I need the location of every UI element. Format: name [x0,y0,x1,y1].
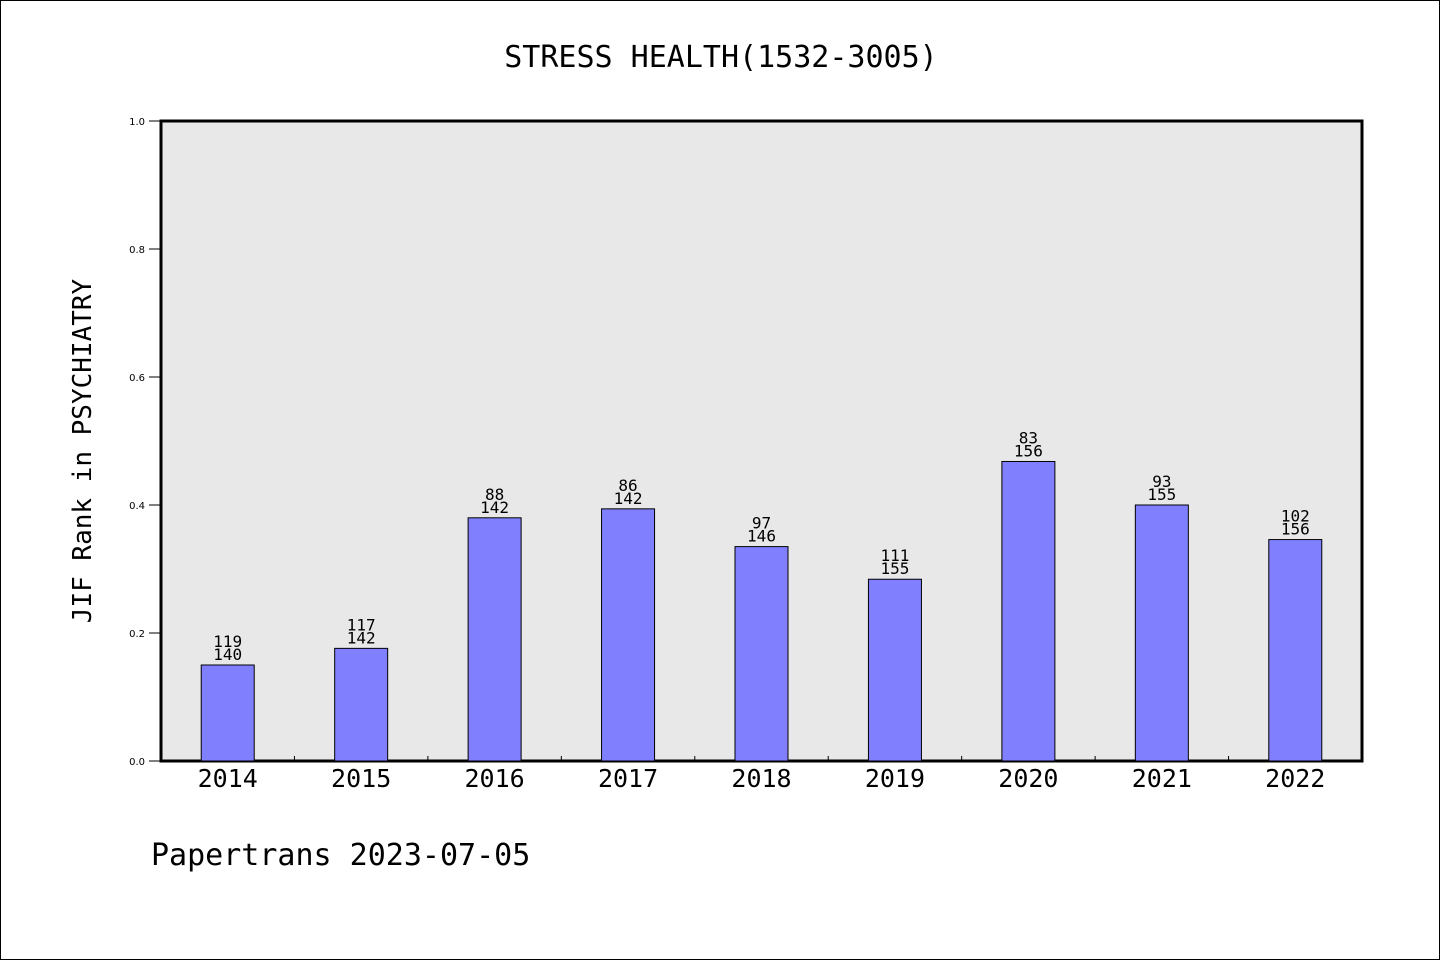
bar-total-label: 142 [347,628,376,647]
bar-rank-label: 88 [485,485,504,504]
x-tick-label: 2016 [465,764,525,793]
y-tick-label: 1.0 [129,117,145,128]
bar-2016 [467,517,522,762]
bar-2015 [334,647,389,762]
footer-date-stamp: Papertrans 2023-07-05 [151,838,530,873]
bar-rank-label: 117 [347,615,376,634]
x-tick-label: 2014 [198,764,258,793]
bar-total-label: 142 [480,498,509,517]
x-tick-label: 2020 [998,764,1058,793]
bar-2020 [1001,460,1056,762]
bar-2018 [734,546,789,762]
bar-rank-label: 119 [213,632,242,651]
bar-total-label: 140 [213,645,242,664]
bar-rank-label: 83 [1019,428,1038,447]
x-axis-ticks: 2014 2015 2016 2017 2018 2019 2020 2021 2022 [198,756,1325,793]
x-tick-label: 2019 [865,764,925,793]
bar-rank-label: 93 [1152,472,1171,491]
bar-rank-label: 111 [880,546,909,565]
y-axis-ticks: 0.0 0.2 0.4 0.6 0.8 1.0 [129,117,161,768]
x-tick-label: 2017 [598,764,658,793]
bar-rank-label: 86 [618,476,637,495]
bar-total-label: 146 [747,527,776,546]
y-tick-label: 0.4 [129,501,145,512]
y-tick-label: 0.0 [129,757,145,768]
y-axis-label: JIF Rank in PSYCHIATRY [68,278,98,623]
chart-title: STRESS HEALTH(1532-3005) [504,40,937,75]
y-tick-label: 0.8 [129,245,145,256]
bar-total-label: 156 [1014,441,1043,460]
bar-rank-label: 97 [752,514,771,533]
bar-2019 [867,578,922,762]
bar-total-label: 142 [614,489,643,508]
bar-total-label: 155 [880,559,909,578]
bar-rank-label: 102 [1281,507,1310,526]
y-tick-label: 0.6 [129,373,145,384]
bar-series [200,460,1323,762]
y-tick-label: 0.2 [129,629,145,640]
bar-total-label: 156 [1281,520,1310,539]
bar-total-label: 155 [1147,485,1176,504]
bar-2021 [1134,504,1189,762]
x-tick-label: 2021 [1132,764,1192,793]
x-tick-label: 2015 [331,764,391,793]
bar-2014 [200,664,255,762]
bar-data-labels: 1191401171428814286142971461111558315693… [213,428,1309,664]
bar-2022 [1268,539,1323,762]
x-tick-label: 2022 [1265,764,1325,793]
x-tick-label: 2018 [731,764,791,793]
bar-2017 [601,508,656,762]
